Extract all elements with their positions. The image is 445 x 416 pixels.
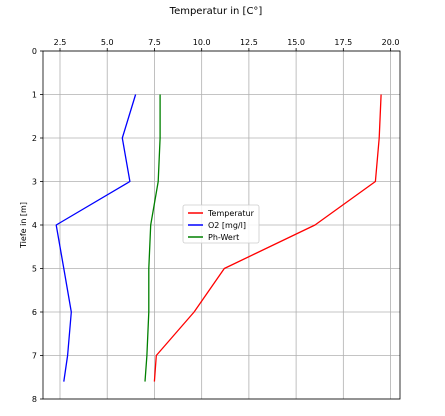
y-axis-label: Tiefe in [m]: [19, 202, 28, 249]
x-tick-label: 15.0: [287, 38, 305, 47]
y-axis-ticks: 0 1 2 3 4 5 6 7 8: [32, 47, 43, 404]
y-tick-label: 3: [32, 178, 37, 187]
y-tick-label: 0: [32, 47, 37, 56]
x-tick-label: 10.0: [193, 38, 211, 47]
x-axis-ticks: 2.5 5.0 7.5 10.0 12.5 15.0 17.5 20.0: [54, 38, 400, 51]
x-tick-label: 5.0: [101, 38, 114, 47]
series-line-1: [55, 94, 137, 382]
series-line-0: [153, 94, 382, 382]
legend-label: Temperatur: [207, 209, 255, 218]
x-tick-label: 12.5: [240, 38, 258, 47]
y-tick-label: 8: [32, 395, 37, 404]
x-tick-label: 2.5: [54, 38, 67, 47]
y-tick-label: 2: [32, 134, 37, 143]
y-tick-label: 1: [32, 91, 37, 100]
y-tick-label: 5: [32, 265, 37, 274]
chart-title: Temperatur in [C°]: [169, 6, 263, 17]
x-tick-label: 20.0: [382, 38, 400, 47]
legend-label: O2 [mg/l]: [208, 221, 246, 230]
legend-frame: [182, 204, 260, 244]
legend: Temperatur O2 [mg/l] Ph-Wert: [182, 204, 260, 244]
y-tick-label: 6: [32, 308, 37, 317]
series-layer: [55, 94, 382, 382]
y-tick-label: 7: [32, 352, 37, 361]
x-tick-label: 17.5: [334, 38, 352, 47]
legend-label: Ph-Wert: [208, 233, 239, 242]
y-tick-label: 4: [32, 221, 37, 230]
x-tick-label: 7.5: [148, 38, 161, 47]
series-line-2: [144, 94, 161, 382]
legend-items: Temperatur O2 [mg/l] Ph-Wert: [188, 209, 255, 242]
